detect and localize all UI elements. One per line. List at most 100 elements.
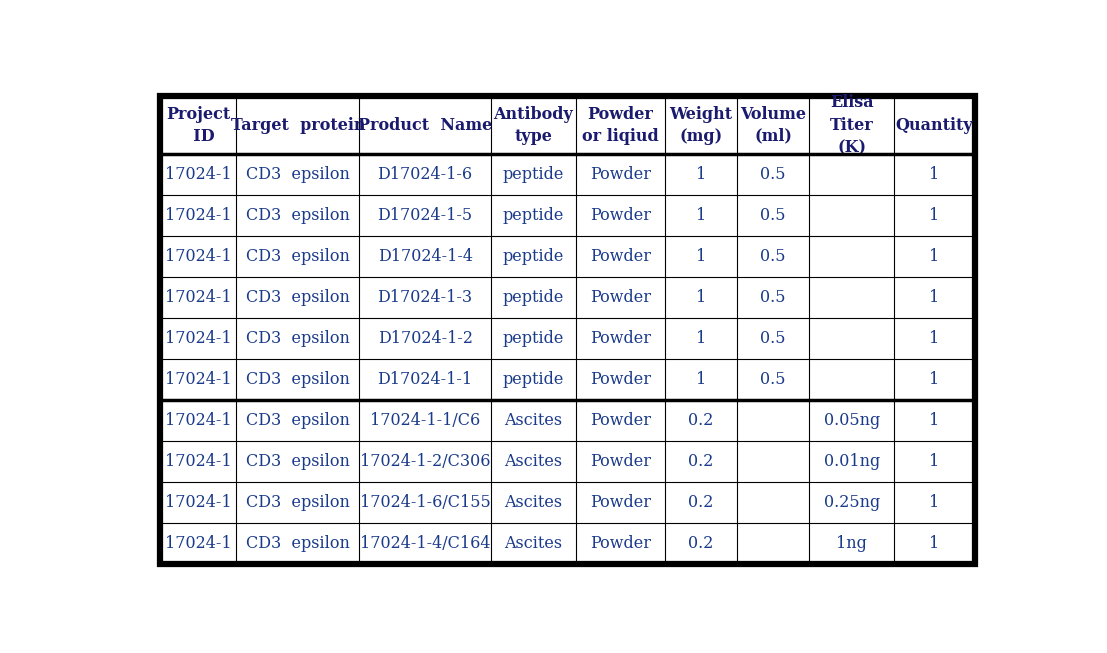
Text: 1: 1 [930,289,940,306]
Text: CD3  epsilon: CD3 epsilon [246,248,350,265]
Text: Powder: Powder [590,412,651,429]
Text: 17024-1: 17024-1 [165,289,231,306]
Text: 0.2: 0.2 [689,412,714,429]
Text: 0.05ng: 0.05ng [824,412,880,429]
Text: Project
  ID: Project ID [166,106,230,145]
Text: 0.5: 0.5 [761,207,786,224]
Text: 0.5: 0.5 [761,289,786,306]
Text: 0.2: 0.2 [689,453,714,470]
Text: CD3  epsilon: CD3 epsilon [246,412,350,429]
Bar [159,522,975,564]
Text: Elisa
Titer
(K): Elisa Titer (K) [830,95,873,156]
Text: D17024-1-2: D17024-1-2 [377,330,473,347]
Bar [159,318,975,359]
Text: Ascites: Ascites [505,412,562,429]
Text: Powder: Powder [590,167,651,183]
Text: 17024-1: 17024-1 [165,371,231,388]
Bar [159,482,975,522]
Text: 17024-1: 17024-1 [165,248,231,265]
Text: Powder: Powder [590,248,651,265]
Text: D17024-1-6: D17024-1-6 [377,167,473,183]
Bar [159,359,975,400]
Bar [159,441,975,482]
Text: CD3  epsilon: CD3 epsilon [246,167,350,183]
Text: Powder: Powder [590,535,651,552]
Text: Powder: Powder [590,494,651,511]
Text: 0.5: 0.5 [761,167,786,183]
Text: 0.5: 0.5 [761,248,786,265]
Text: Weight
(mg): Weight (mg) [670,106,733,145]
Text: 17024-1-4/C164: 17024-1-4/C164 [360,535,490,552]
Text: Antibody
type: Antibody type [494,106,573,145]
Text: Ascites: Ascites [505,494,562,511]
Bar [159,400,975,441]
Text: Powder: Powder [590,453,651,470]
Text: Volume
(ml): Volume (ml) [741,106,806,145]
Text: 0.25ng: 0.25ng [824,494,880,511]
Text: Powder: Powder [590,330,651,347]
Text: Product  Name: Product Name [358,117,493,134]
Text: CD3  epsilon: CD3 epsilon [246,371,350,388]
Text: CD3  epsilon: CD3 epsilon [246,207,350,224]
Text: 1ng: 1ng [836,535,867,552]
Text: CD3  epsilon: CD3 epsilon [246,453,350,470]
Bar [159,236,975,277]
Text: CD3  epsilon: CD3 epsilon [246,494,350,511]
Text: 1: 1 [930,412,940,429]
Text: 1: 1 [930,248,940,265]
Text: 1: 1 [930,453,940,470]
Text: CD3  epsilon: CD3 epsilon [246,330,350,347]
Text: peptide: peptide [503,167,565,183]
Text: 0.01ng: 0.01ng [824,453,880,470]
Bar [159,96,975,154]
Text: 17024-1: 17024-1 [165,207,231,224]
Text: 1: 1 [930,535,940,552]
Text: 17024-1: 17024-1 [165,453,231,470]
Text: Powder: Powder [590,207,651,224]
Text: 17024-1: 17024-1 [165,535,231,552]
Text: D17024-1-5: D17024-1-5 [377,207,473,224]
Text: 1: 1 [696,248,706,265]
Text: 17024-1: 17024-1 [165,412,231,429]
Text: 1: 1 [930,494,940,511]
Text: 17024-1: 17024-1 [165,167,231,183]
Text: 1: 1 [696,330,706,347]
Text: peptide: peptide [503,330,565,347]
Text: 17024-1: 17024-1 [165,494,231,511]
Text: 0.5: 0.5 [761,330,786,347]
Bar [159,154,975,195]
Text: Ascites: Ascites [505,453,562,470]
Text: peptide: peptide [503,207,565,224]
Text: Powder: Powder [590,371,651,388]
Text: 1: 1 [696,207,706,224]
Text: D17024-1-4: D17024-1-4 [377,248,473,265]
Text: 17024-1-2/C306: 17024-1-2/C306 [360,453,490,470]
Text: 0.5: 0.5 [761,371,786,388]
Text: CD3  epsilon: CD3 epsilon [246,535,350,552]
Bar [159,277,975,318]
Text: CD3  epsilon: CD3 epsilon [246,289,350,306]
Text: 17024-1-1/C6: 17024-1-1/C6 [370,412,480,429]
Text: peptide: peptide [503,289,565,306]
Text: 1: 1 [930,207,940,224]
Text: peptide: peptide [503,248,565,265]
Bar [159,195,975,236]
Text: 1: 1 [930,330,940,347]
Text: 0.2: 0.2 [689,535,714,552]
Text: Quantity: Quantity [896,117,973,134]
Text: 1: 1 [930,167,940,183]
Text: 0.2: 0.2 [689,494,714,511]
Text: D17024-1-1: D17024-1-1 [377,371,473,388]
Text: D17024-1-3: D17024-1-3 [377,289,473,306]
Text: 17024-1: 17024-1 [165,330,231,347]
Text: 1: 1 [696,371,706,388]
Text: Powder: Powder [590,289,651,306]
Text: 17024-1-6/C155: 17024-1-6/C155 [360,494,490,511]
Text: Ascites: Ascites [505,535,562,552]
Text: 1: 1 [930,371,940,388]
Text: 1: 1 [696,289,706,306]
Text: Powder
or liqiud: Powder or liqiud [582,106,659,145]
Text: peptide: peptide [503,371,565,388]
Text: 1: 1 [696,167,706,183]
Text: Target  protein: Target protein [230,117,365,134]
